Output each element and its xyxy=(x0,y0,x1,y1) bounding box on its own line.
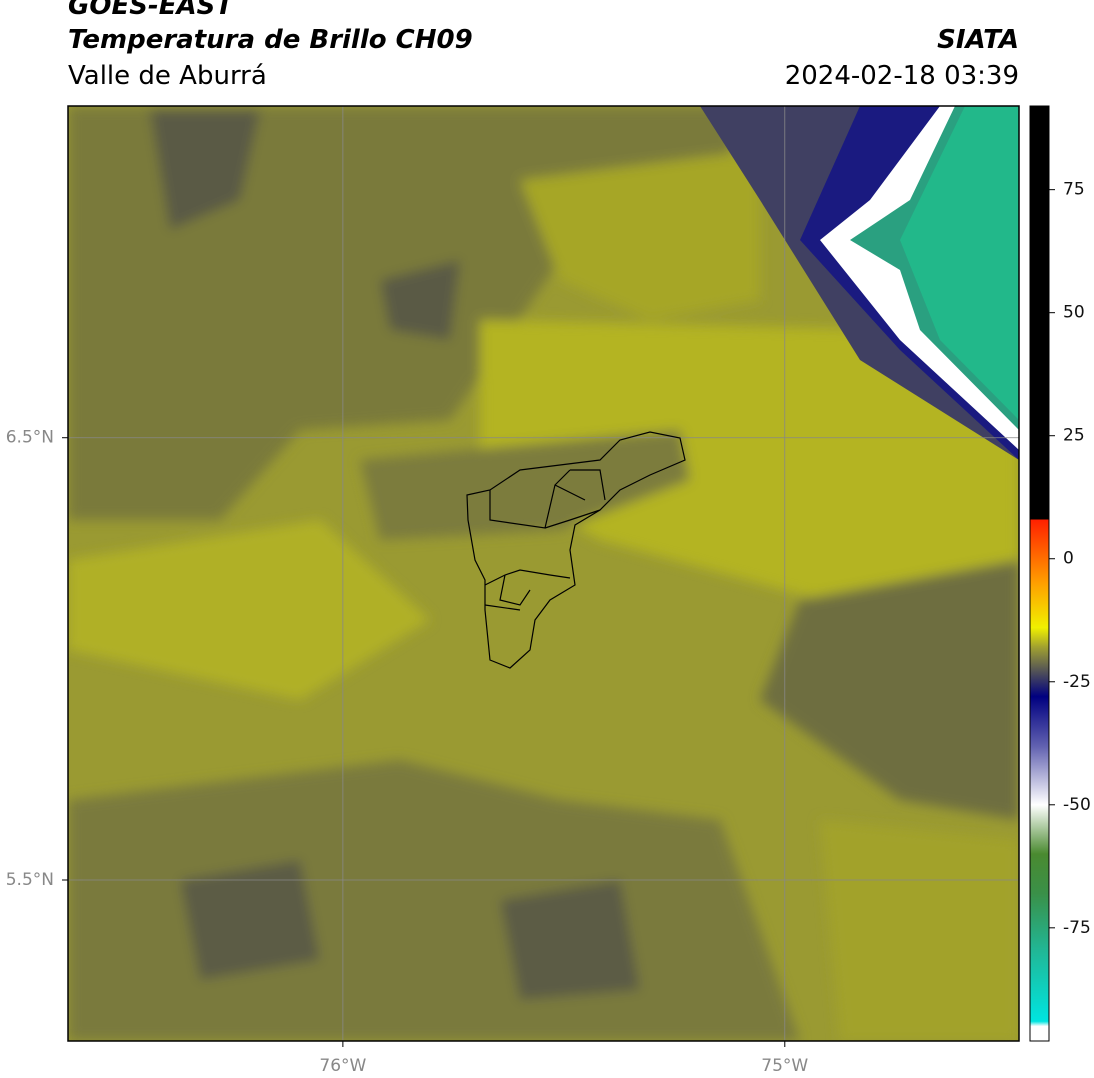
colorbar-tick-label: 75 xyxy=(1063,180,1085,200)
colorbar xyxy=(1029,105,1050,1042)
colorbar-tick-label: -25 xyxy=(1063,672,1091,692)
map-field xyxy=(68,106,1019,1041)
lat-label: 6.5°N xyxy=(6,428,54,448)
lat-label: 5.5°N xyxy=(6,870,54,890)
colorbar-tick-label: -75 xyxy=(1063,918,1091,938)
title: GOES-EAST xyxy=(68,0,235,21)
map-frame xyxy=(67,105,1020,1042)
colorbar-tick-label: 50 xyxy=(1063,303,1085,323)
colorbar-tick-label: 25 xyxy=(1063,426,1085,446)
municipal-boundaries xyxy=(466,431,686,669)
datetime: 2024-02-18 03:39 xyxy=(785,61,1019,91)
lon-label: 76°W xyxy=(319,1056,366,1076)
lon-label: 75°W xyxy=(761,1056,808,1076)
source: SIATA xyxy=(937,25,1019,55)
colorbar-tick-label: -50 xyxy=(1063,795,1091,815)
region: Valle de Aburrá xyxy=(68,61,267,91)
colorbar-tick-label: 0 xyxy=(1063,549,1074,569)
subtitle: Temperatura de Brillo CH09 xyxy=(68,25,473,55)
